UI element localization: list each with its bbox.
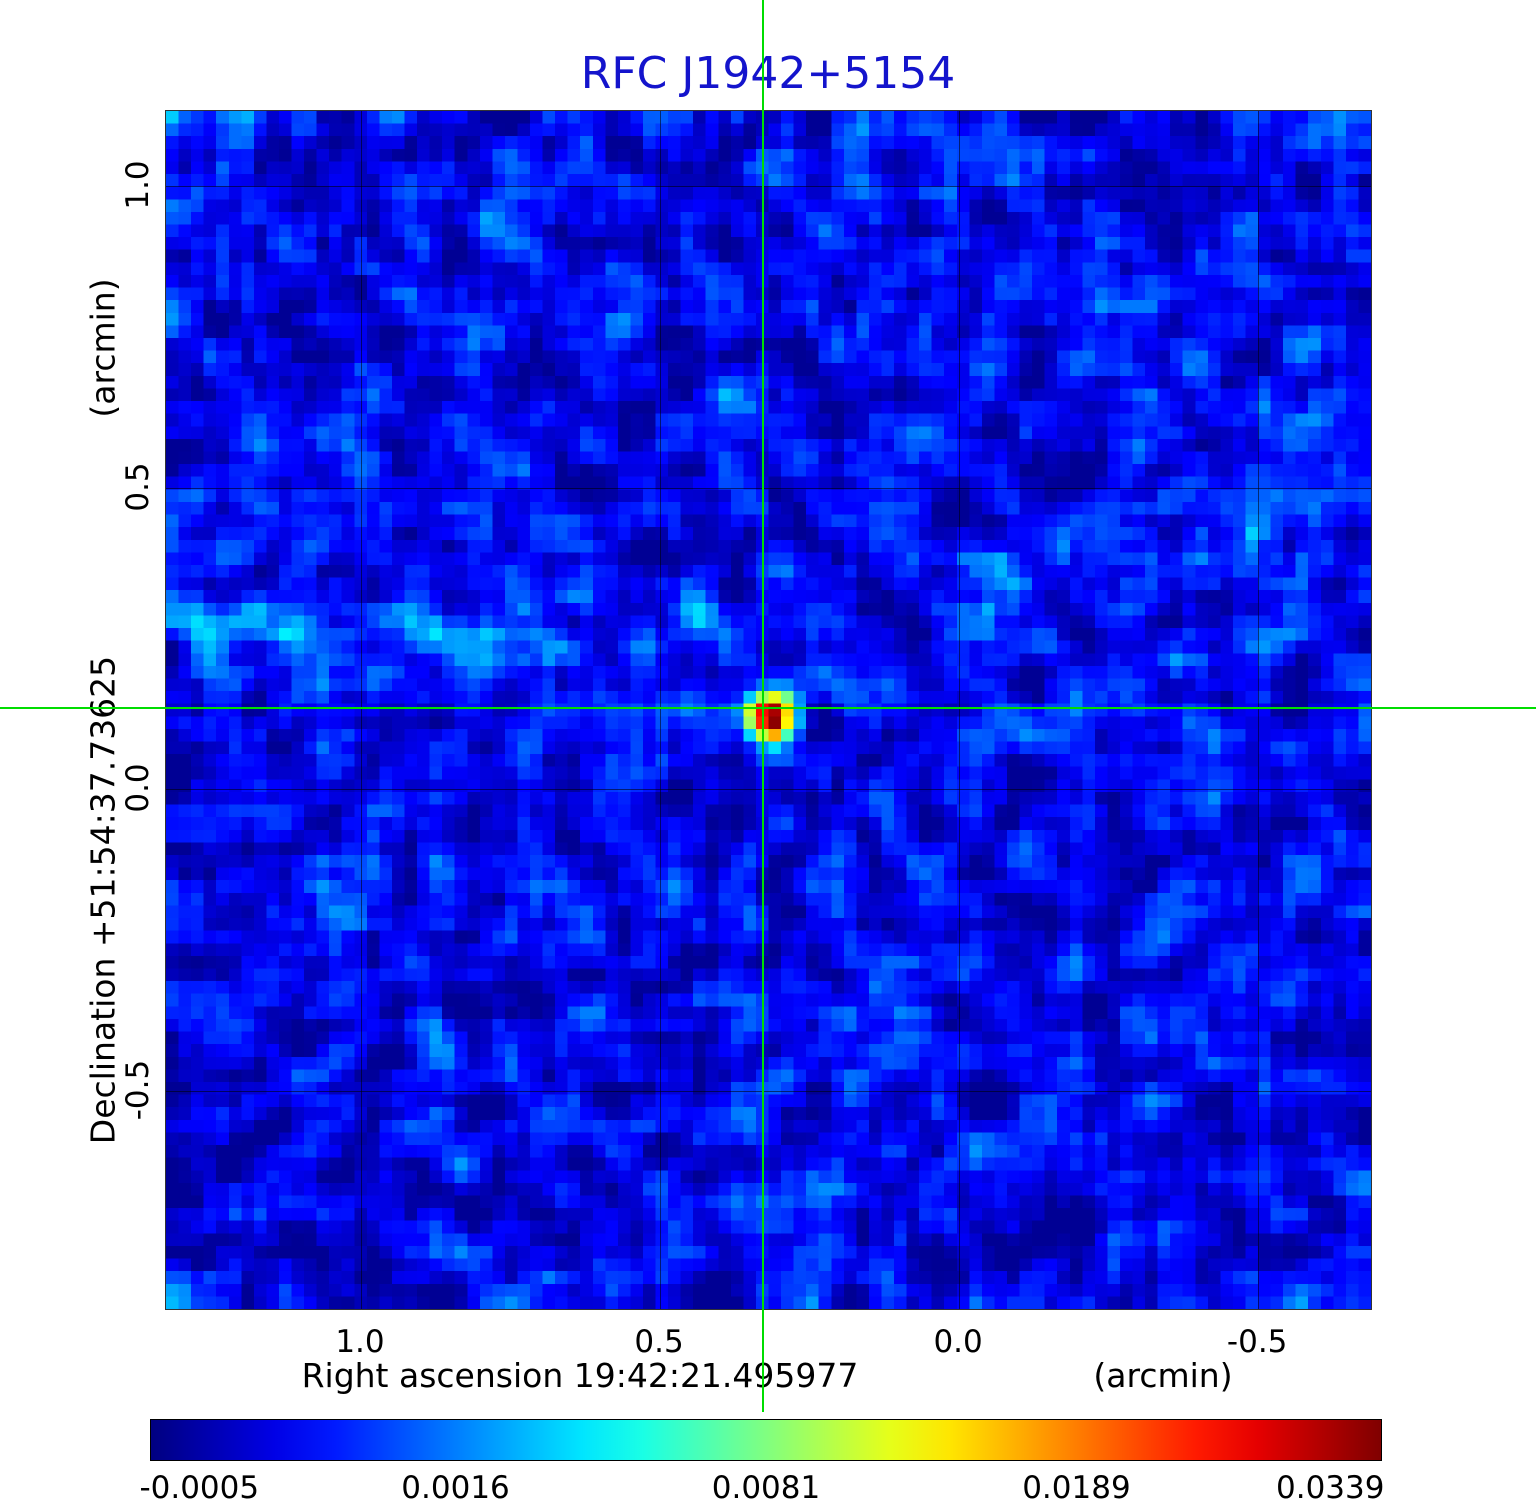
colorbar-tick-label: 0.0016 <box>401 1470 510 1506</box>
y-tick-label: 0.5 <box>120 462 156 512</box>
x-axis-label: Right ascension 19:42:21.495977 <box>301 1356 859 1395</box>
y-tick-label: -0.5 <box>120 1060 156 1121</box>
crosshair-horizontal-line <box>0 707 1536 710</box>
x-tick-label: 1.0 <box>335 1324 385 1360</box>
y-axis-label: Declination +51:54:37.73625 <box>83 655 123 1145</box>
colorbar-tick-label: -0.0005 <box>139 1470 260 1506</box>
colorbar-tick-label: 0.0189 <box>1022 1470 1131 1506</box>
intensity-map-canvas <box>166 111 1371 1309</box>
y-axis-unit-label: (arcmin) <box>83 278 123 418</box>
x-tick-label: 0.0 <box>933 1324 983 1360</box>
x-axis-unit-label: (arcmin) <box>1093 1356 1233 1395</box>
y-tick-label: 1.0 <box>120 160 156 210</box>
image-plot <box>165 110 1372 1310</box>
colorbar-tick-label: 0.0339 <box>1276 1470 1385 1506</box>
crosshair-vertical-line <box>762 0 765 1412</box>
x-tick-label: 0.5 <box>634 1324 684 1360</box>
figure-title: RFC J1942+5154 <box>580 48 956 99</box>
colorbar <box>150 1419 1382 1461</box>
colorbar-tick-label: 0.0081 <box>711 1470 821 1506</box>
y-tick-label: 0.0 <box>120 763 156 814</box>
x-tick-label: -0.5 <box>1226 1324 1288 1360</box>
